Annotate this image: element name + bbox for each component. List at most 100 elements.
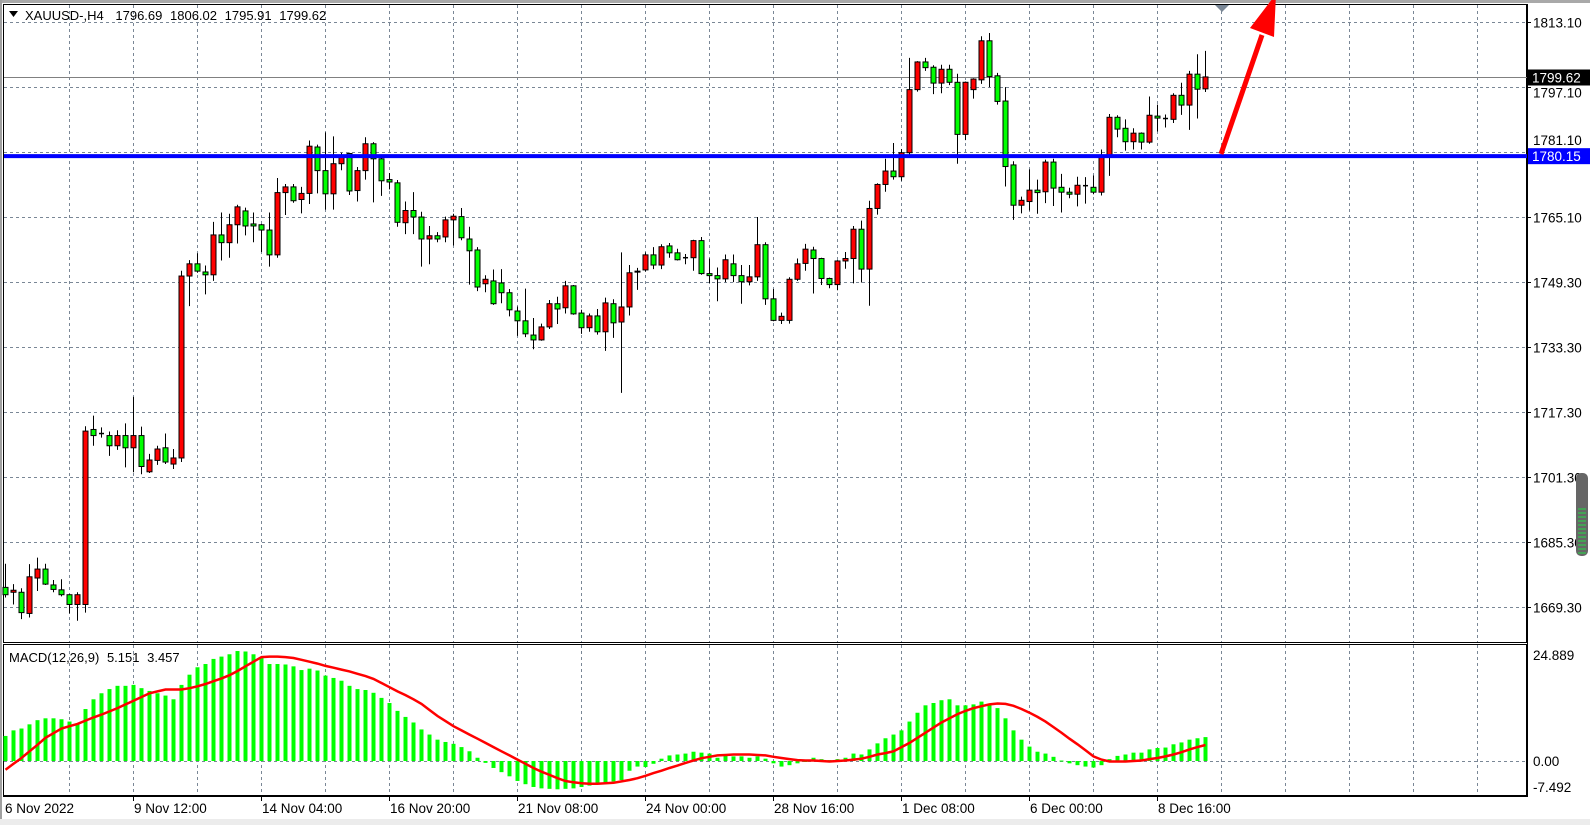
macd-bar (491, 761, 496, 768)
candle (866, 200, 873, 306)
macd-bar (1035, 751, 1040, 761)
candle-body (1194, 73, 1201, 90)
macd-bar (123, 685, 128, 761)
candle (674, 248, 681, 261)
macd-bar (723, 755, 728, 761)
candle-body (1186, 73, 1193, 106)
candle (794, 258, 801, 281)
macd-bar (587, 761, 592, 786)
price-panel[interactable] (3, 4, 1527, 643)
candle (842, 252, 849, 269)
macd-panel[interactable] (3, 644, 1527, 796)
macd-bar (251, 654, 256, 761)
macd-bar (395, 710, 400, 761)
candle (1114, 115, 1121, 138)
candle (186, 260, 193, 307)
macd-bar (683, 753, 688, 761)
candle-body (130, 435, 137, 449)
triangle-down-icon[interactable] (9, 11, 18, 17)
candle (522, 288, 529, 338)
macd-bar (1051, 756, 1056, 761)
candle (1042, 159, 1049, 204)
candle-body (562, 285, 569, 309)
candle-body (170, 457, 177, 465)
macd-bar (867, 749, 872, 761)
candle (162, 433, 169, 465)
candle (714, 267, 721, 302)
candle-body (330, 163, 337, 195)
candle-body (282, 186, 289, 194)
candle-body (922, 61, 929, 69)
candle-body (842, 258, 849, 262)
candle (850, 225, 857, 284)
candle (1034, 179, 1041, 214)
candle (34, 557, 41, 592)
candle-body (1202, 76, 1209, 90)
candle-body (1034, 189, 1041, 194)
candle (99, 427, 104, 438)
scroll-widget[interactable] (1576, 473, 1588, 556)
time-axis-label: 8 Dec 16:00 (1158, 801, 1231, 816)
candle-body (1002, 100, 1009, 168)
candle (683, 254, 688, 265)
high-value: 1806.02 (170, 8, 217, 23)
candle (650, 247, 657, 270)
candle-body (818, 258, 825, 279)
macd-bar (939, 700, 944, 761)
macd-bar (755, 756, 760, 761)
macd-bar (699, 752, 704, 761)
macd-bar (91, 699, 96, 761)
macd-bar (419, 729, 424, 761)
candle (154, 445, 161, 465)
macd-bar (555, 761, 560, 790)
macd-bar (243, 651, 248, 761)
candle (962, 81, 969, 141)
candle (546, 300, 553, 329)
price-axis-label: 1669.30 (1533, 601, 1582, 616)
candle (346, 152, 353, 196)
candle (810, 246, 817, 294)
macd-bar (1083, 761, 1088, 767)
candle-body (458, 216, 465, 239)
chart-shift-marker-icon[interactable] (1215, 5, 1229, 12)
macd-bar (1091, 761, 1096, 768)
macd-bar (963, 705, 968, 761)
candle-body (1178, 94, 1185, 106)
candle (282, 184, 289, 215)
candle-body (402, 210, 409, 224)
candle (1010, 161, 1017, 220)
candle (1002, 87, 1009, 187)
candle (138, 426, 145, 475)
macd-bar (995, 708, 1000, 761)
candle-body (826, 277, 833, 286)
candle-body (66, 594, 73, 605)
candle (506, 289, 513, 317)
candle (482, 275, 489, 293)
macd-bar (899, 730, 904, 761)
macd-bar (1147, 749, 1152, 761)
candle-body (178, 275, 185, 459)
candle (882, 158, 889, 192)
candle (890, 142, 897, 180)
candle-body (770, 298, 777, 321)
time-axis-label: 6 Nov 2022 (5, 801, 74, 816)
candle (586, 313, 593, 332)
price-axis[interactable]: 1813.10 1797.10 1781.10 1765.10 1749.30 1733.… (1527, 4, 1582, 797)
red-up-arrow-icon[interactable] (1218, 0, 1276, 155)
candle (834, 260, 841, 291)
macd-bar (747, 757, 752, 761)
close-value: 1799.62 (279, 8, 326, 23)
macd-bar (779, 761, 784, 767)
macd-bar (139, 688, 144, 761)
time-axis[interactable]: 6 Nov 2022 9 Nov 12:00 14 Nov 04:00 16 Nov … (3, 796, 1527, 817)
macd-bar (1043, 753, 1048, 761)
candle-body (50, 584, 57, 590)
candle-body (938, 68, 945, 84)
candle (418, 211, 425, 267)
candle (378, 157, 385, 196)
candle-body (322, 170, 329, 195)
candle (1186, 70, 1193, 130)
candle (314, 144, 321, 194)
candle (1074, 176, 1081, 207)
